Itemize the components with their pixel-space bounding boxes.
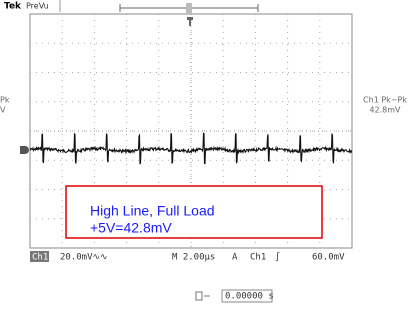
record-window [186,3,192,13]
scale: 20.0mV∿∿ [60,253,108,263]
trigger-level: 60.0mV [312,253,345,263]
position-icon [196,292,210,300]
ground-marker [20,146,29,154]
brand: Tek [4,2,22,12]
annotation-line: High Line, Full Load [90,203,215,219]
left-meas-value: V [0,106,6,115]
timebase: M 2.00µs [172,253,215,263]
right-meas-label: Ch1 Pk−Pk [363,96,407,105]
trigger-mode: A [232,253,238,263]
trigger-channel: Ch1 [250,253,266,263]
trigger-slope: ∫ [275,252,280,263]
channel: Ch1 [32,253,48,263]
scope-screen: Tek PreVu Pk V Ch1 Pk−Pk 42.8mV High Lin… [0,0,418,313]
left-meas-label: Pk [0,96,10,105]
annotation-line: +5V=42.8mV [90,220,172,236]
right-meas-value: 42.8mV [369,106,401,115]
mode: PreVu [26,2,49,11]
position: 0.00000 s [225,292,274,302]
